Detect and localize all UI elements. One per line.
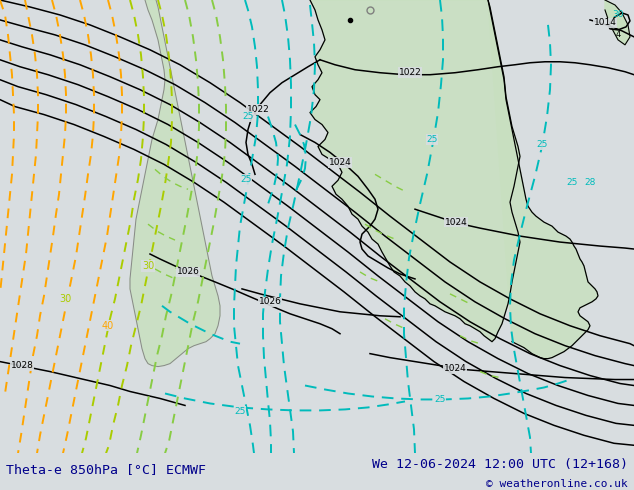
Text: Theta-e 850hPa [°C] ECMWF: Theta-e 850hPa [°C] ECMWF — [6, 463, 206, 476]
Text: 25: 25 — [235, 407, 246, 416]
Text: © weatheronline.co.uk: © weatheronline.co.uk — [486, 480, 628, 490]
Text: We 12-06-2024 12:00 UTC (12+168): We 12-06-2024 12:00 UTC (12+168) — [372, 458, 628, 471]
Text: 1026: 1026 — [176, 268, 200, 276]
Text: 1024: 1024 — [444, 364, 467, 373]
Text: 1028: 1028 — [11, 361, 34, 370]
Text: 25: 25 — [434, 395, 446, 404]
Text: 4: 4 — [616, 30, 621, 39]
Polygon shape — [130, 0, 220, 367]
Polygon shape — [488, 0, 598, 359]
Polygon shape — [605, 0, 630, 45]
Polygon shape — [310, 0, 520, 342]
Text: 30: 30 — [612, 10, 624, 20]
Text: 1026: 1026 — [259, 297, 281, 306]
Text: 1024: 1024 — [444, 218, 467, 227]
Text: 1014: 1014 — [593, 19, 616, 27]
Text: 1022: 1022 — [247, 105, 269, 114]
Text: 25: 25 — [242, 112, 254, 121]
Text: 1024: 1024 — [328, 158, 351, 167]
Text: 30: 30 — [59, 294, 71, 304]
Text: 25: 25 — [536, 140, 548, 149]
Text: 30: 30 — [142, 261, 154, 271]
Text: 40: 40 — [102, 321, 114, 331]
Text: 1022: 1022 — [399, 68, 422, 77]
Text: 28: 28 — [585, 178, 596, 187]
Text: 25: 25 — [426, 135, 437, 144]
Text: 25: 25 — [240, 175, 252, 184]
Text: 25: 25 — [566, 178, 578, 187]
